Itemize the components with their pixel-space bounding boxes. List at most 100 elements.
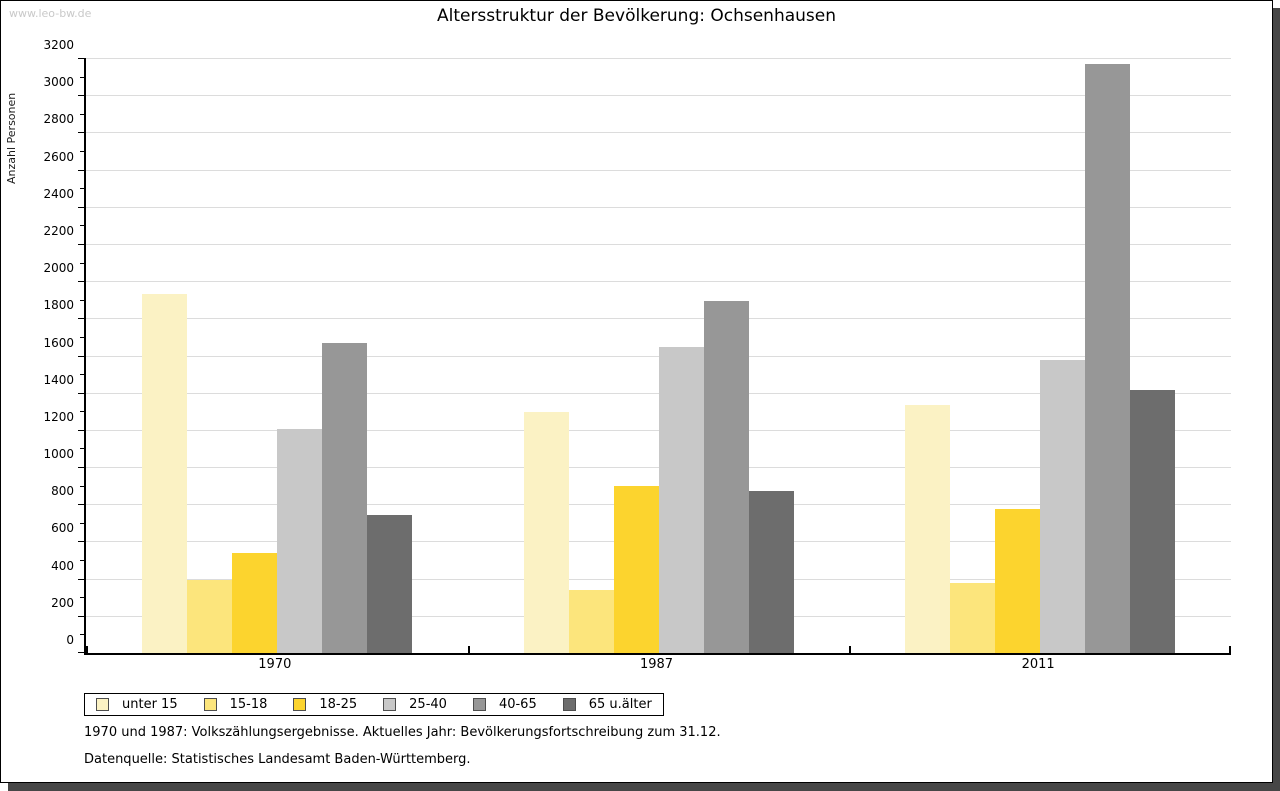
bar-1987-unter 15 (523, 412, 569, 653)
y-axis-tick-label: 2200 (43, 223, 74, 238)
bar-1970-15-18 (186, 580, 232, 653)
y-axis-minor-tick (80, 150, 84, 152)
y-axis-major-tick (78, 504, 84, 506)
y-axis-major-tick (78, 392, 84, 394)
legend-swatch-icon (203, 698, 217, 711)
y-axis-minor-tick (80, 336, 84, 338)
y-axis-major-tick (78, 318, 84, 320)
y-axis-major-tick (78, 652, 84, 653)
legend-swatch-icon (96, 698, 109, 711)
y-axis-tick-label: 400 (51, 558, 74, 573)
y-axis-minor-tick (80, 299, 84, 301)
y-axis-minor-tick (80, 374, 84, 376)
y-axis-tick-label: 2600 (43, 149, 74, 164)
y-axis-major-tick (78, 206, 84, 208)
y-axis-major-tick (78, 429, 84, 431)
y-axis-tick-label: 200 (51, 595, 74, 610)
bar-1970-65 u.älter (366, 515, 412, 653)
bar-1970-40-65 (321, 343, 367, 653)
y-axis-tick-label: 1800 (43, 298, 74, 313)
gridline (86, 169, 1231, 171)
y-axis-minor-tick (80, 262, 84, 264)
legend-item: 40-65 (472, 697, 537, 712)
y-axis-major-tick (78, 243, 84, 245)
x-axis-end-tick (1229, 646, 1231, 653)
x-axis-category-labels: 1970 1987 2011 (84, 657, 1229, 675)
bar-1970-18-25 (231, 552, 277, 653)
y-axis-tick-label: 2400 (43, 186, 74, 201)
legend-label: 15-18 (229, 697, 268, 712)
x-axis-category-label: 2011 (1021, 657, 1055, 672)
x-axis-category-label: 1970 (258, 657, 292, 672)
y-axis-label: Anzahl Personen (5, 92, 18, 184)
y-axis-major-tick (78, 169, 84, 171)
bar-1987-18-25 (613, 485, 659, 653)
y-axis-minor-tick (80, 448, 84, 450)
watermark: www.leo-bw.de (9, 7, 92, 20)
y-axis-minor-tick (80, 225, 84, 227)
bar-1970-unter 15 (141, 294, 187, 653)
legend-label: 65 u.älter (588, 697, 652, 712)
y-axis-major-tick (78, 58, 84, 59)
bar-2011-25-40 (1040, 360, 1086, 653)
y-axis-major-tick (78, 467, 84, 469)
bar-2011-18-25 (995, 508, 1041, 653)
legend-swatch-icon (562, 698, 576, 711)
y-axis-tick-label: 3000 (43, 75, 74, 90)
y-axis-minor-tick (80, 188, 84, 190)
y-axis-tick-label: 1000 (43, 447, 74, 462)
legend-item: unter 15 (96, 697, 178, 712)
bar-1987-15-18 (568, 589, 614, 653)
y-axis-tick-label: 1200 (43, 409, 74, 424)
bar-2011-40-65 (1085, 63, 1131, 653)
legend-item: 65 u.älter (562, 697, 652, 712)
y-axis-major-tick (78, 578, 84, 580)
gridline (86, 318, 1231, 320)
y-axis-major-tick (78, 615, 84, 617)
footnote-data-source: Datenquelle: Statistisches Landesamt Bad… (84, 752, 471, 767)
y-axis-major-tick (78, 355, 84, 357)
y-axis-tick-label: 600 (51, 521, 74, 536)
bar-2011-15-18 (950, 583, 996, 653)
x-axis-group-tick (467, 646, 470, 653)
y-axis-tick-label: 1600 (43, 335, 74, 350)
y-axis-minor-tick (80, 113, 84, 115)
gridline (86, 132, 1231, 134)
gridline (86, 58, 1231, 59)
y-axis-minor-tick (80, 634, 84, 636)
plot-area: 0 200 400 600 800 1000 1200 1400 1600 1800 2000 220… (43, 38, 1231, 655)
bar-2011-unter 15 (905, 404, 951, 653)
y-axis-minor-tick (80, 411, 84, 413)
x-axis-group-tick (86, 646, 88, 653)
gridline (86, 206, 1231, 208)
legend: unter 15 15-18 18-25 25-40 40-65 65 u.älter (84, 693, 664, 716)
y-axis-tick-label: 1400 (43, 372, 74, 387)
legend-label: unter 15 (122, 697, 178, 712)
legend-swatch-icon (383, 698, 397, 711)
y-axis-tick-label: 0 (66, 633, 74, 647)
y-axis-minor-tick (80, 76, 84, 78)
legend-item: 25-40 (383, 697, 447, 712)
legend-label: 18-25 (319, 697, 358, 712)
y-axis-tick-label: 2000 (43, 261, 74, 276)
bar-1987-25-40 (658, 347, 704, 653)
y-axis-minor-tick (80, 560, 84, 562)
y-axis-tick-label: 800 (51, 484, 74, 499)
gridline (86, 95, 1231, 97)
gridline (86, 243, 1231, 245)
y-axis-tick-label: 3200 (43, 38, 74, 52)
y-axis-minor-tick (80, 597, 84, 599)
bar-1970-25-40 (276, 428, 322, 653)
y-axis-major-tick (78, 95, 84, 97)
y-axis-minor-tick (80, 522, 84, 524)
y-axis-major-tick (78, 132, 84, 134)
legend-swatch-icon (472, 698, 486, 711)
bar-1987-65 u.älter (748, 491, 794, 653)
bar-2011-65 u.älter (1130, 389, 1176, 653)
x-axis-category-label: 1987 (639, 657, 674, 672)
y-axis-major-tick (78, 281, 84, 283)
y-axis-major-tick (78, 541, 84, 543)
legend-swatch-icon (293, 698, 307, 711)
